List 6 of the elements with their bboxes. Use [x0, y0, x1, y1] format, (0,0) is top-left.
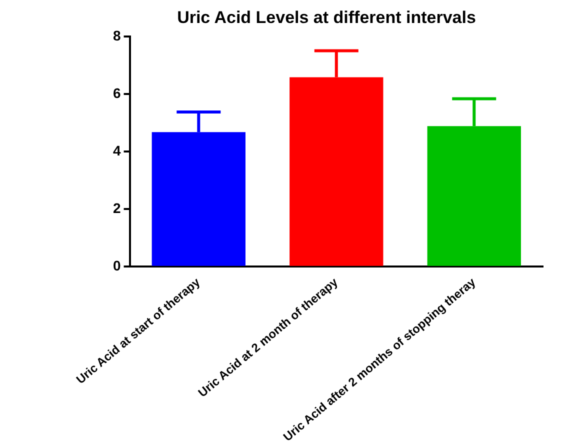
chart-title: Uric Acid Levels at different intervals — [177, 8, 476, 27]
y-tick-label: 0 — [112, 257, 121, 274]
y-tick-label: 6 — [112, 84, 121, 101]
y-tick-label: 4 — [112, 142, 121, 158]
y-tick-label: 8 — [112, 27, 121, 44]
y-tick-label: 2 — [112, 200, 121, 216]
